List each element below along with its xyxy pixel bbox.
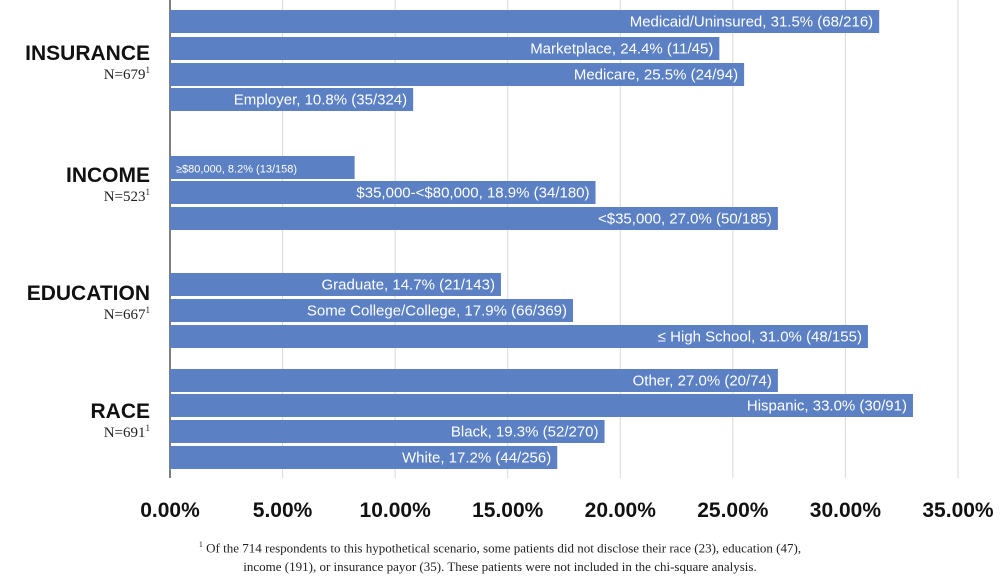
- x-tick-label: 5.00%: [253, 499, 313, 522]
- group-n: N=6911: [104, 423, 150, 441]
- bar: [170, 420, 605, 443]
- bar-label: $35,000-<$80,000, 18.9% (34/180): [356, 185, 589, 202]
- bar: [170, 207, 778, 230]
- group-label-education: EDUCATION: [27, 282, 150, 305]
- footnote-line-2: income (191), or insurance payor (35). T…: [0, 559, 1000, 575]
- bar-label: ≥$80,000, 8.2% (13/158): [176, 164, 297, 176]
- bar-label: Marketplace, 24.4% (11/45): [530, 41, 713, 58]
- bar: [170, 325, 868, 348]
- bar-label: White, 17.2% (44/256): [402, 450, 551, 467]
- bar-label: Other, 27.0% (20/74): [633, 373, 772, 390]
- bar: [170, 156, 355, 179]
- x-tick-label: 0.00%: [140, 499, 200, 522]
- bar-chart: 0.00% 5.00% 10.00% 15.00% 20.00% 25.00% 30.00%…: [25, 0, 994, 522]
- bar: [170, 446, 558, 469]
- bar: [170, 299, 574, 322]
- bar: [170, 273, 501, 296]
- footnote-line-1: 1 Of the 714 respondents to this hypothe…: [0, 540, 1000, 556]
- bar-label: <$35,000, 27.0% (50/185): [598, 211, 772, 228]
- bar-label: Graduate, 14.7% (21/143): [322, 277, 495, 294]
- group-n: N=6791: [104, 65, 150, 83]
- x-tick-label: 25.00%: [697, 499, 769, 522]
- bar-label: Medicaid/Uninsured, 31.5% (68/216): [630, 14, 873, 31]
- group-label-race: RACE: [90, 400, 150, 423]
- bar: [170, 394, 913, 417]
- bar: [170, 37, 720, 60]
- group-label-income: INCOME: [66, 164, 150, 187]
- bar: [170, 369, 778, 392]
- bar: [170, 10, 880, 33]
- bar-label: Employer, 10.8% (35/324): [234, 92, 407, 109]
- x-tick-label: 20.00%: [585, 499, 657, 522]
- bar-label: Black, 19.3% (52/270): [451, 424, 599, 441]
- x-tick-label: 10.00%: [360, 499, 432, 522]
- group-n: N=6671: [104, 305, 150, 323]
- bar-label: ≤ High School, 31.0% (48/155): [658, 329, 862, 346]
- x-tick-label: 30.00%: [810, 499, 882, 522]
- group-n: N=5231: [104, 187, 150, 205]
- group-label-insurance: INSURANCE: [25, 42, 150, 65]
- bar-label: Medicare, 25.5% (24/94): [574, 67, 738, 84]
- bar-label: Hispanic, 33.0% (30/91): [747, 398, 907, 415]
- footnote-marker: 1: [198, 540, 203, 549]
- bar: [170, 181, 596, 204]
- bar-label: Some College/College, 17.9% (66/369): [307, 303, 567, 320]
- x-tick-label: 35.00%: [922, 499, 994, 522]
- footnote-text-1: Of the 714 respondents to this hypotheti…: [202, 540, 802, 556]
- bar: [170, 63, 745, 86]
- x-tick-label: 15.00%: [472, 499, 544, 522]
- bar: [170, 88, 414, 111]
- footnote-text-2: income (191), or insurance payor (35). T…: [243, 559, 757, 574]
